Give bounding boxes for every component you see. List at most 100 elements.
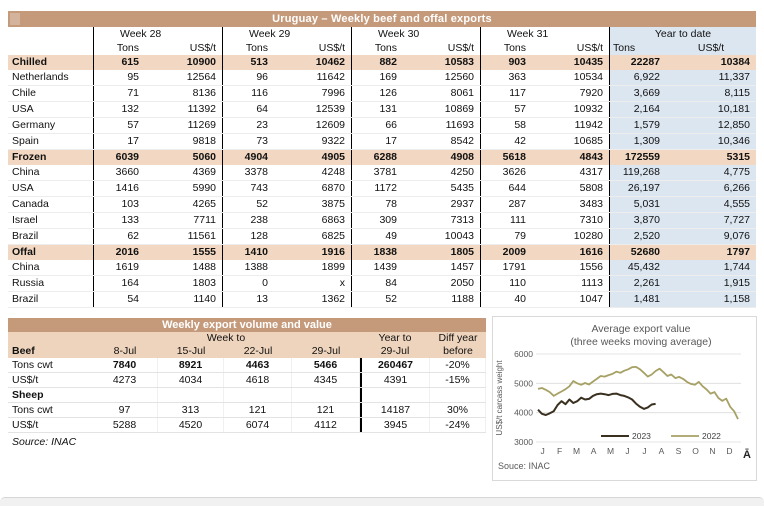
value-cell: 2,164 — [609, 102, 666, 117]
table-row-china: China 1619 1488 1388 1899 1439 1457 1791 1556 45,… — [8, 260, 756, 276]
diff-cell: -24% — [430, 418, 486, 432]
weekly-volume-value-table: Weekly export volume and value Week to Y… — [8, 318, 486, 448]
value-cell: 10932 — [573, 103, 603, 115]
value-cell: 8542 — [450, 135, 474, 147]
row-label: Tons cwt — [12, 359, 53, 371]
value-cell: 11392 — [187, 103, 216, 115]
value-cell: 4904 — [222, 150, 274, 165]
row-label: Canada — [12, 198, 49, 210]
value-cell: 1113 — [581, 277, 603, 289]
value-cell: 5060 — [192, 151, 216, 163]
main-table-body: Chilled 615 10900 513 10462 882 10583 903 10435 2… — [8, 55, 756, 308]
value-cell: 133 — [93, 213, 145, 228]
ytd-usdt-header: US$/t — [666, 42, 756, 55]
value-cell: 57 — [93, 118, 145, 133]
usdt-header: US$/t — [447, 42, 474, 54]
value-cell: 11693 — [445, 119, 474, 131]
value-cell: 3483 — [579, 198, 603, 210]
value-cell: 8,115 — [666, 86, 756, 101]
value-cell: 1791 — [480, 260, 532, 275]
value-cell: 10,181 — [666, 102, 756, 117]
tons-header: Tons — [351, 42, 403, 55]
value-cell: 2050 — [450, 277, 474, 289]
value-cell: 1,309 — [609, 134, 666, 149]
empty-cell — [430, 388, 486, 402]
weekly-row-sheep-header: Sheep — [8, 388, 486, 403]
value-cell: 2,520 — [609, 229, 666, 244]
value-cell: 13 — [222, 292, 274, 307]
y-axis-label: US$/t carcass weight — [495, 360, 504, 436]
y-tick-label: 3000 — [514, 437, 533, 447]
value-cell: 12560 — [444, 71, 474, 83]
corner-cell — [8, 332, 92, 345]
x-tick-label: M — [573, 446, 580, 456]
row-label: Frozen — [12, 151, 47, 163]
week-29-header: Week 29 — [222, 27, 351, 42]
weekly-table-source-note: Source: INAC — [12, 436, 77, 448]
y-tick-label: 5000 — [514, 378, 533, 388]
weekly-row-tons-cwt: Tons cwt 7840 8921 4463 5466 260467 -20% — [8, 358, 486, 373]
value-cell: 52 — [351, 292, 403, 307]
usdt-header: US$/t — [189, 42, 216, 54]
value-cell: 121 — [224, 403, 292, 417]
value-cell: 26,197 — [609, 181, 666, 196]
value-cell: 164 — [93, 276, 145, 291]
value-cell: 4520 — [158, 418, 224, 432]
value-cell: 84 — [351, 276, 403, 291]
value-cell: 1362 — [321, 293, 345, 305]
row-label: China — [12, 261, 40, 273]
value-cell: 309 — [351, 213, 403, 228]
legend-label-2023: 2023 — [632, 431, 651, 441]
x-tick-label: S — [676, 446, 682, 456]
x-tick-label: J — [540, 446, 544, 456]
value-cell: 513 — [222, 55, 274, 70]
value-cell: 1172 — [351, 181, 403, 196]
chart-source-note: Souce: INAC — [498, 461, 551, 471]
corner-cell — [8, 27, 93, 42]
value-cell: 54 — [93, 292, 145, 307]
value-cell: 4,775 — [666, 165, 756, 180]
value-cell: 2,261 — [609, 276, 666, 291]
chart-title: Average export value — [591, 323, 690, 335]
table-row-canada: Canada 103 4265 52 3875 78 2937 287 3483 5,031 4,5… — [8, 197, 756, 213]
value-cell: 1,915 — [666, 276, 756, 291]
value-cell: 3,669 — [609, 86, 666, 101]
value-cell: 1,579 — [609, 118, 666, 133]
value-cell: 58 — [480, 118, 532, 133]
week-30-header: Week 30 — [351, 27, 480, 42]
value-cell: 5808 — [579, 182, 603, 194]
value-cell: 1555 — [192, 246, 216, 258]
value-cell: 4463 — [224, 358, 292, 372]
value-cell: 10685 — [573, 135, 603, 147]
value-cell: 7996 — [321, 87, 345, 99]
weekly-exports-table: Uruguay – Weekly beef and offal exports … — [8, 11, 756, 308]
x-tick-label: D — [726, 446, 732, 456]
x-tick-label: A — [659, 446, 665, 456]
empty-cell — [92, 388, 158, 402]
value-cell: 6288 — [351, 150, 403, 165]
table-row-china: China 3660 4369 3378 4248 3781 4250 3626 4317 119… — [8, 165, 756, 181]
date-header: 29-Jul — [311, 345, 341, 357]
value-cell: 95 — [93, 70, 145, 85]
value-cell: 49 — [351, 229, 403, 244]
value-cell: 11269 — [187, 119, 216, 131]
value-cell: 10384 — [720, 56, 750, 68]
value-cell: 4345 — [292, 373, 360, 387]
value-cell: 66 — [351, 118, 403, 133]
value-cell: 5435 — [450, 182, 474, 194]
value-cell: 9,076 — [666, 229, 756, 244]
empty-cell — [224, 388, 292, 402]
sheep-section-label: Sheep — [12, 389, 44, 401]
value-cell: 260467 — [360, 358, 430, 372]
table-row-chile: Chile 71 8136 116 7996 126 8061 117 7920 3,669 8,1… — [8, 86, 756, 102]
value-cell: 12609 — [315, 119, 345, 131]
x-tick-label: N — [709, 446, 715, 456]
row-label: Brazil — [12, 293, 39, 305]
value-cell: 8061 — [450, 87, 474, 99]
diff-year-header: Diff year — [438, 332, 478, 344]
x-tick-label: O — [692, 446, 699, 456]
value-cell: x — [339, 277, 345, 289]
main-table-title-bar: Uruguay – Weekly beef and offal exports — [8, 11, 756, 27]
value-cell: 3378 — [222, 165, 274, 180]
